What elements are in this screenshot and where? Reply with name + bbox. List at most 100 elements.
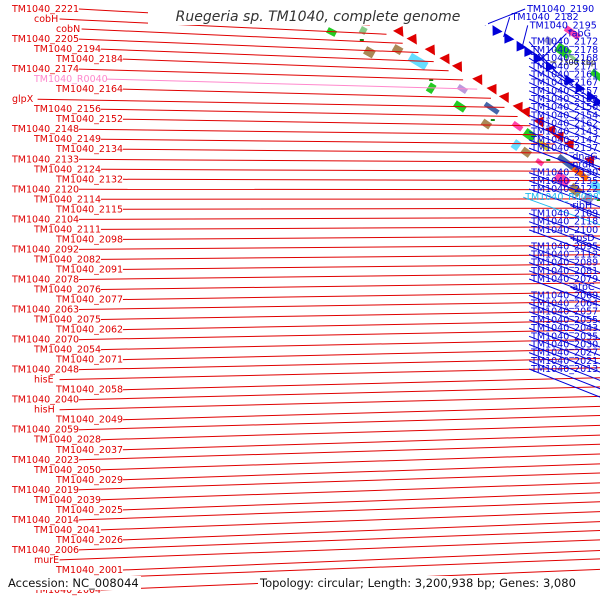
forward-gene-label[interactable]: TM1040_2132 [55,174,123,185]
forward-gene-label[interactable]: TM1040_2059 [11,425,79,436]
forward-gene-label[interactable]: TM1040_2098 [55,234,123,245]
forward-gene-label[interactable]: murE [34,555,59,566]
reverse-gene-label[interactable]: TM1040_2069 [530,290,598,301]
reverse-gene-label[interactable]: TM1040_2178 [530,45,598,56]
reverse-gene-label[interactable]: TM1040_2109 [530,209,598,220]
forward-gene-label[interactable]: TM1040_2082 [33,254,101,265]
forward-gene-label[interactable]: hisE [34,375,54,386]
forward-gene-label[interactable]: cobH [34,14,58,25]
reverse-gene-label[interactable]: TM1040_2167 [530,78,598,89]
forward-gene-label[interactable]: TM1040_2149 [33,134,101,145]
forward-gene-label[interactable]: TM1040_2104 [11,214,79,225]
reverse-gene-label[interactable]: TM1040_2013 [530,364,598,375]
reverse-gene-label[interactable]: TM1040_2122 [530,184,598,195]
forward-gene-label[interactable]: TM1040_2078 [11,275,79,286]
reverse-gene-label[interactable]: TM1040_2168 [530,53,598,64]
forward-gene-label[interactable]: glpX [12,94,34,105]
forward-gene-label[interactable]: TM1040_2054 [33,345,101,356]
reverse-gene-label[interactable]: TM1040_2147 [530,135,598,146]
forward-gene-label[interactable]: TM1040_2029 [55,475,123,486]
reverse-gene-label[interactable]: TM1040_2157 [530,86,598,97]
reverse-gene-label[interactable]: TM1040_2172 [530,37,598,48]
forward-gene-label[interactable]: TM1040_2194 [33,44,101,55]
reverse-gene-label[interactable]: TM1040_2135 [530,176,598,187]
reverse-gene-label[interactable]: TM1040_2021 [530,356,598,367]
forward-gene-label[interactable]: TM1040_2134 [55,144,123,155]
reverse-gene-label[interactable]: rpsD [572,233,594,244]
forward-gene-label[interactable]: TM1040_2041 [33,525,101,536]
reverse-gene-label[interactable]: TM1040_2143 [530,127,598,138]
reverse-gene-label[interactable]: TM1040_2158 [530,94,598,105]
forward-gene-label[interactable]: TM1040_2071 [55,355,123,366]
reverse-gene-label[interactable]: TM1040_2089 [530,258,598,269]
forward-gene-label[interactable]: TM1040_2006 [11,545,79,556]
reverse-gene-label[interactable]: TM1040_2161 [530,70,598,81]
reverse-gene-label[interactable]: TM1040_2095 [530,241,598,252]
forward-gene-label[interactable]: TM1040_2077 [55,295,123,306]
reverse-gene-label[interactable]: dnaG [572,151,597,162]
reverse-gene-label[interactable]: atpC [572,282,595,293]
forward-gene-label[interactable]: hisH [34,405,55,416]
reverse-gene-label[interactable]: TM1040_2162 [530,119,598,130]
reverse-gene-label[interactable]: TM1040_2150 [530,102,598,113]
reverse-gene-label[interactable]: TM1040_2079 [530,274,598,285]
forward-gene-label[interactable]: TM1040_2156 [33,104,101,115]
forward-gene-label[interactable]: TM1040_2174 [11,64,79,75]
forward-gene-label[interactable]: TM1040_2039 [33,495,101,506]
forward-gene-label[interactable]: TM1040_2019 [11,485,79,496]
forward-gene-label[interactable]: TM1040_2164 [55,84,123,95]
forward-gene-label[interactable]: TM1040_2062 [55,325,123,336]
forward-gene-label[interactable]: TM1040_2028 [33,435,101,446]
reverse-gene-label[interactable]: TM1040_R0038 [524,192,599,203]
reverse-gene-label[interactable]: TM1040_2030 [530,340,598,351]
reverse-gene-label[interactable]: TM1040_2027 [530,348,598,359]
forward-gene-label[interactable]: TM1040_2040 [11,395,79,406]
reverse-gene-label[interactable]: TM1040_2190 [526,4,594,15]
forward-gene-label[interactable]: TM1040_2050 [33,465,101,476]
forward-gene-label[interactable]: TM1040_2133 [11,154,79,165]
forward-gene-label[interactable]: TM1040_2001 [55,565,123,576]
reverse-gene-label[interactable]: TM1040_2195 [529,20,597,31]
forward-gene-label[interactable]: TM1040_2048 [11,365,79,376]
forward-gene-label[interactable]: TM1040_2205 [11,34,79,45]
forward-gene-label[interactable]: TM1040_2152 [55,114,123,125]
forward-gene-label[interactable]: TM1040_2025 [55,505,123,516]
forward-gene-label[interactable]: TM1040_2124 [33,164,101,175]
reverse-gene-label[interactable]: TM1040_2055 [530,315,598,326]
forward-gene-label[interactable]: TM1040_2049 [55,415,123,426]
forward-gene-label[interactable]: TM1040_2058 [55,385,123,396]
forward-gene-label[interactable]: TM1040_2023 [11,455,79,466]
reverse-gene-label[interactable]: TM1040_2043 [530,323,598,334]
reverse-gene-label[interactable]: TM1040_2118 [530,217,598,228]
reverse-gene-label[interactable]: TM1040_2112 [530,250,598,261]
forward-gene-label[interactable]: TM1040_2115 [55,204,123,215]
reverse-gene-label[interactable]: ribH [572,200,592,211]
forward-gene-label[interactable]: TM1040_2111 [33,224,101,235]
reverse-gene-label[interactable]: TM1040_2064 [530,299,598,310]
forward-gene-label[interactable]: TM1040_2075 [33,315,101,326]
reverse-gene-label[interactable]: TM1040_2171 [530,61,598,72]
reverse-gene-label[interactable]: nrdR [572,160,595,171]
forward-gene-label[interactable]: TM1040_2037 [55,445,123,456]
reverse-gene-label[interactable]: TM1040_2154 [530,110,598,121]
reverse-gene-label[interactable]: TM1040_2057 [530,307,598,318]
forward-gene-label[interactable]: TM1040_2014 [11,515,79,526]
forward-gene-label[interactable]: TM1040_2148 [11,124,79,135]
reverse-gene-label[interactable]: TM1040_2130 [530,168,598,179]
forward-gene-label[interactable]: TM1040_2184 [55,54,123,65]
forward-gene-label[interactable]: TM1040_2120 [11,184,79,195]
reverse-gene-label[interactable]: fabG [568,29,591,40]
forward-gene-label[interactable]: TM1040_2076 [33,285,101,296]
forward-gene-label[interactable]: cobN [56,24,80,35]
forward-gene-label[interactable]: TM1040_2026 [55,535,123,546]
forward-gene-label[interactable]: TM1040_2063 [11,305,79,316]
forward-gene-label[interactable]: TM1040_R0040 [33,74,108,85]
reverse-gene-label[interactable]: TM1040_2137 [530,143,598,154]
reverse-gene-label[interactable]: TM1040_2081 [530,266,598,277]
forward-gene-label[interactable]: TM1040_2092 [11,244,79,255]
forward-gene-label[interactable]: TM1040_2221 [11,4,79,15]
reverse-gene-label[interactable]: TM1040_2100 [530,225,598,236]
forward-gene-label[interactable]: TM1040_2004 [33,585,101,596]
forward-gene-label[interactable]: TM1040_2070 [11,335,79,346]
